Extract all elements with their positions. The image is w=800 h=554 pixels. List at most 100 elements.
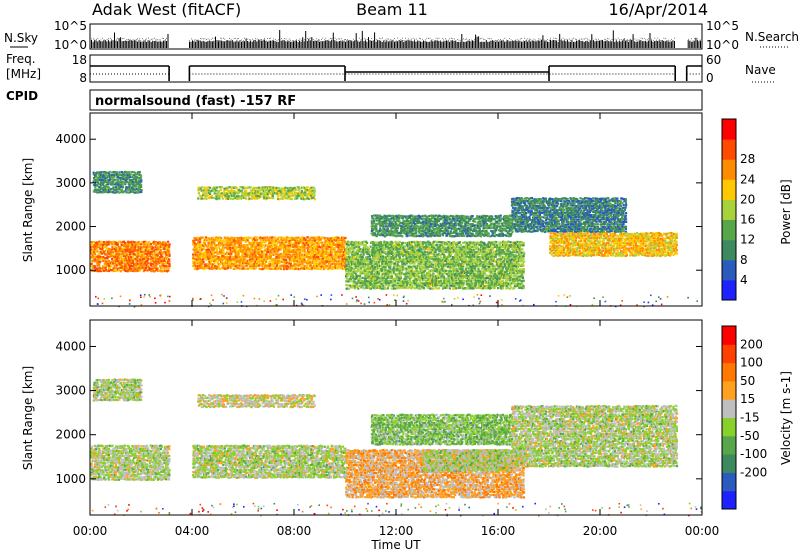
power-cell — [486, 276, 489, 279]
power-cell — [458, 286, 462, 289]
power-cell — [261, 262, 264, 265]
power-cell — [309, 238, 312, 241]
power-cell — [157, 269, 160, 272]
power-cell — [151, 267, 154, 270]
power-cell — [193, 239, 196, 242]
power-cell — [165, 243, 168, 247]
cpid-panel-frame — [89, 89, 703, 111]
power-cell — [141, 264, 144, 267]
power-cell — [111, 183, 114, 186]
power-cell — [302, 239, 305, 242]
power-cell — [328, 258, 331, 261]
power-cell — [267, 246, 270, 249]
power-cell — [119, 255, 122, 258]
power-cell — [244, 260, 247, 263]
power-cell — [286, 267, 289, 271]
power-cell — [322, 252, 325, 255]
power-cell — [94, 258, 97, 261]
power-cell — [284, 241, 288, 244]
power-cell — [132, 250, 135, 253]
power-cell — [111, 171, 114, 174]
power-cell — [300, 189, 303, 193]
power-cell — [294, 248, 297, 251]
power-cell — [294, 267, 297, 271]
power-cell — [220, 256, 223, 259]
power-cell — [323, 253, 326, 257]
power-cell — [130, 246, 133, 249]
power-cell — [253, 262, 256, 265]
power-cell — [325, 245, 328, 248]
power-cell — [219, 248, 222, 251]
power-cell — [197, 197, 200, 200]
power-cell — [352, 275, 355, 278]
power-cell — [329, 260, 332, 263]
power-cell — [118, 254, 121, 257]
power-cell — [198, 251, 201, 254]
power-cell — [204, 263, 207, 266]
power-cell — [164, 251, 167, 254]
power-cell — [279, 246, 282, 249]
power-cell — [106, 252, 109, 255]
power-cell — [161, 267, 164, 270]
power-cell — [197, 265, 200, 268]
power-cell — [141, 255, 144, 258]
power-cell — [217, 236, 220, 239]
power-cell — [131, 176, 134, 179]
power-cell — [163, 265, 166, 268]
power-cell — [222, 243, 225, 247]
power-cell — [369, 287, 372, 290]
power-cell — [427, 258, 430, 261]
power-cell — [116, 257, 119, 260]
power-cell — [270, 267, 273, 270]
power-cell — [164, 266, 167, 270]
power-cell — [432, 272, 435, 275]
power-cell — [269, 253, 273, 256]
power-cell — [96, 179, 99, 182]
power-cell — [238, 267, 241, 270]
power-cell — [328, 237, 331, 240]
power-cell — [130, 255, 133, 259]
power-cell — [118, 246, 121, 249]
power-cell — [151, 255, 154, 258]
power-cell — [302, 255, 305, 258]
power-cell — [320, 241, 324, 244]
power-cell — [304, 238, 307, 241]
power-cell — [273, 250, 276, 253]
power-cell — [251, 245, 254, 248]
power-cell — [474, 281, 478, 284]
power-cell — [265, 239, 268, 242]
power-cell — [439, 256, 442, 259]
power-cell — [313, 192, 316, 195]
power-cell — [125, 243, 128, 246]
power-cell — [207, 263, 210, 266]
power-cell — [428, 241, 432, 244]
power-cell — [239, 242, 243, 245]
power-cell — [258, 186, 261, 189]
power-cell — [247, 250, 250, 253]
power-cell — [102, 259, 105, 262]
power-cell — [293, 237, 296, 240]
power-cell — [256, 253, 259, 256]
power-cell — [278, 248, 281, 251]
power-cell — [165, 253, 168, 256]
power-cell — [423, 279, 426, 282]
power-cell — [265, 248, 268, 251]
power-cell — [307, 236, 310, 239]
power-cell — [300, 255, 303, 258]
power-cell — [290, 255, 293, 258]
power-cell — [92, 252, 95, 255]
power-cell — [225, 239, 228, 242]
power-cell — [456, 270, 459, 273]
power-cell — [394, 287, 397, 290]
power-cell — [223, 257, 226, 260]
power-cell — [283, 248, 286, 251]
power-cell — [138, 186, 141, 189]
power-cell — [311, 261, 314, 265]
power-cell — [104, 253, 107, 256]
power-cell — [232, 239, 235, 242]
power-cell — [296, 239, 299, 242]
power-cell — [215, 249, 218, 252]
power-cell — [105, 184, 108, 187]
power-cell — [155, 253, 158, 256]
power-cell — [321, 246, 324, 249]
